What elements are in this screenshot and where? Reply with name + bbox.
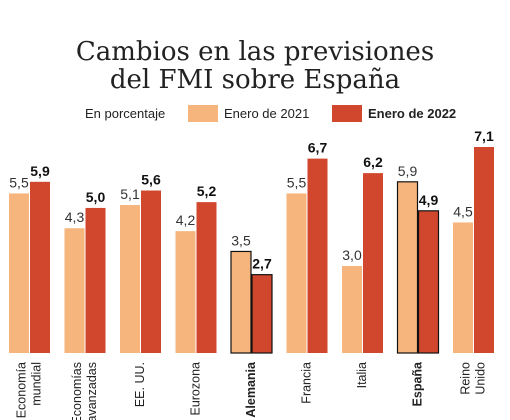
bar-economia-mundial-2021: [9, 193, 29, 353]
value-label-italia-2022: 6,2: [363, 154, 383, 170]
category-label-line: mundial: [30, 362, 44, 406]
value-label-economias-avanzadas-2021: 4,3: [65, 209, 85, 225]
category-label-reino-unido: Reino Unido: [459, 362, 488, 395]
value-label-espana-2021: 5,9: [398, 163, 418, 179]
category-label-espana: España: [411, 361, 425, 407]
category-label-economias-avanzadas: Economías avanzadas: [70, 362, 99, 420]
chart-title-line-1: Cambios en las previsiones: [76, 37, 434, 67]
category-label-italia: Italia: [355, 362, 369, 388]
category-labels: Economía mundial Economías avanzadas EE. UU.…: [15, 361, 488, 420]
category-label-line: Alemania: [244, 361, 258, 418]
category-label-line: Economías: [70, 362, 84, 420]
value-label-francia-2021: 5,5: [287, 174, 307, 190]
bar-reino-unido-2021: [453, 222, 473, 353]
bar-francia-2022: [307, 158, 328, 353]
legend-swatch-2021: [188, 105, 218, 122]
category-label-francia: Francia: [300, 362, 314, 404]
category-label-alemania: Alemania: [244, 361, 258, 418]
category-label-line: Italia: [355, 362, 369, 388]
bar-ee-uu-2021: [120, 205, 140, 353]
value-label-eurozona-2022: 5,2: [197, 183, 217, 199]
value-label-ee-uu-2021: 5,1: [120, 186, 140, 202]
category-label-economia-mundial: Economía mundial: [15, 362, 44, 418]
category-label-line: Economía: [15, 362, 29, 418]
bar-alemania-2021: [230, 250, 252, 354]
category-label-ee-uu: EE. UU.: [133, 362, 147, 407]
value-label-economia-mundial-2021: 5,5: [9, 174, 29, 190]
bar-economias-avanzadas-2021: [64, 228, 85, 353]
value-label-alemania-2022: 2,7: [252, 256, 272, 272]
chart-title-line-2: del FMI sobre España: [110, 65, 400, 95]
bar-economia-mundial-2022: [30, 181, 50, 353]
category-label-line: España: [411, 361, 425, 407]
bar-reino-unido-2022: [474, 147, 494, 353]
bar-alemania-2022: [251, 274, 273, 354]
bar-espana-2021: [396, 181, 419, 354]
value-label-eurozona-2021: 4,2: [176, 212, 196, 228]
legend-label-2022: Enero de 2022: [368, 106, 456, 121]
value-label-italia-2021: 3,0: [342, 247, 362, 263]
value-label-francia-2022: 6,7: [308, 140, 328, 156]
legend-label-2021: Enero de 2021: [224, 106, 309, 121]
value-label-reino-unido-2021: 4,5: [453, 203, 473, 219]
value-label-economia-mundial-2022: 5,9: [30, 163, 50, 179]
bar-espana-2022: [417, 210, 440, 354]
category-label-eurozona: Eurozona: [189, 362, 203, 416]
value-label-espana-2022: 4,9: [419, 192, 439, 208]
unit-label: En porcentaje: [85, 106, 165, 121]
value-label-ee-uu-2022: 5,6: [141, 172, 161, 188]
category-label-line: Eurozona: [189, 362, 203, 416]
category-label-line: EE. UU.: [133, 362, 147, 407]
value-label-reino-unido-2022: 7,1: [474, 128, 494, 144]
value-label-alemania-2021: 3,5: [231, 232, 251, 248]
category-label-line: Francia: [300, 362, 314, 404]
bar-ee-uu-2022: [141, 190, 161, 353]
bar-eurozona-2022: [196, 202, 217, 353]
bars: 5,55,94,35,0 5,15,64,25,23,52,75,56,73,06…: [9, 128, 494, 354]
bar-italia-2021: [342, 265, 362, 353]
value-label-economias-avanzadas-2022: 5,0: [86, 189, 106, 205]
bar-francia-2021: [286, 193, 307, 353]
legend-swatch-2022: [332, 105, 362, 122]
bar-italia-2022: [363, 173, 383, 353]
category-label-line: avanzadas: [85, 362, 99, 420]
bar-eurozona-2021: [175, 231, 196, 353]
category-label-line: Unido: [474, 362, 488, 395]
bar-economias-avanzadas-2022: [85, 207, 106, 353]
category-label-line: Reino: [459, 362, 473, 395]
